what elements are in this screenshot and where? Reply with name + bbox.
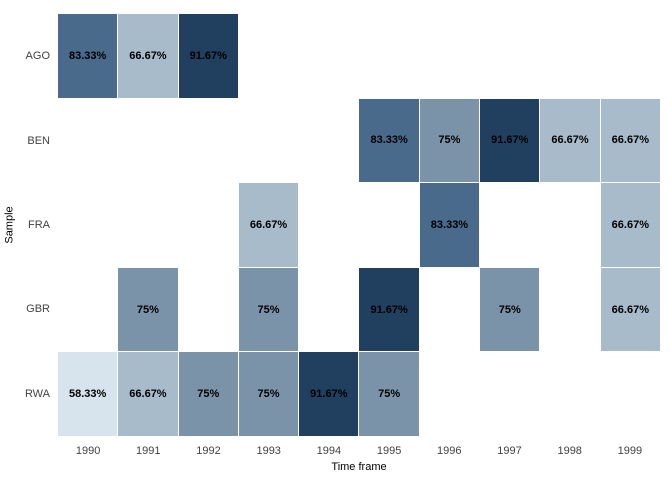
heatmap-empty-cell: [540, 183, 599, 267]
heatmap-cell: 75%: [178, 352, 238, 436]
heatmap-empty-cell: [299, 14, 358, 98]
heatmap-cell: 75%: [419, 98, 480, 183]
heatmap-cell: 66.67%: [540, 98, 600, 183]
y-tick-label: AGO: [25, 50, 50, 63]
x-tick-label: 1992: [196, 445, 221, 457]
x-tick-label: 1991: [136, 445, 161, 457]
heatmap-grid: 83.33% 66.67% 91.67% 83.33% 75% 91.67% 66.67% 6…: [58, 14, 660, 436]
heatmap-cell: 75%: [238, 352, 299, 436]
heatmap-empty-cell: [118, 99, 177, 183]
y-tick-label: RWA: [24, 387, 50, 400]
x-tick-label: 1998: [557, 445, 582, 457]
heatmap-empty-cell: [58, 183, 117, 267]
heatmap-empty-cell: [58, 268, 117, 352]
y-tick-label: BEN: [27, 134, 50, 147]
heatmap-empty-cell: [299, 268, 358, 352]
heatmap-cell: 66.67%: [600, 267, 660, 352]
heatmap-empty-cell: [420, 352, 479, 436]
heatmap-cell: 66.67%: [600, 98, 660, 183]
y-tick-label: FRA: [28, 219, 50, 232]
x-tick-label: 1990: [75, 445, 101, 457]
heatmap-empty-cell: [299, 99, 358, 183]
heatmap-empty-cell: [239, 14, 298, 98]
heatmap-empty-cell: [118, 183, 177, 267]
x-axis-title: Time frame: [331, 461, 387, 473]
y-axis-tick-labels: AGO BEN FRA GBR RWA: [0, 14, 50, 436]
heatmap-empty-cell: [540, 268, 599, 352]
x-tick-label: 1996: [437, 445, 462, 457]
heatmap-cell: 91.67%: [178, 14, 238, 98]
heatmap-empty-cell: [601, 352, 660, 436]
heatmap-empty-cell: [480, 352, 539, 436]
heatmap-cell: 83.33%: [58, 14, 118, 98]
x-axis-tick-labels: 1990 1991 1992 1993 1994 1995 1996 1997 1998 1999: [58, 445, 660, 457]
heatmap-empty-cell: [420, 268, 479, 352]
heatmap-cell: 75%: [359, 352, 419, 436]
heatmap-cell: 66.67%: [238, 183, 299, 267]
heatmap-cell: 91.67%: [299, 352, 359, 436]
heatmap-cell: 66.67%: [600, 183, 660, 267]
heatmap-cell: 75%: [480, 267, 540, 352]
heatmap-empty-cell: [601, 14, 660, 98]
heatmap-empty-cell: [540, 352, 599, 436]
heatmap-cell: 75%: [238, 267, 299, 352]
heatmap-empty-cell: [359, 14, 418, 98]
x-tick-label: 1993: [256, 445, 281, 457]
heatmap-empty-cell: [179, 183, 238, 267]
x-tick-label: 1999: [617, 445, 643, 457]
heatmap-empty-cell: [179, 268, 238, 352]
heatmap-empty-cell: [299, 183, 358, 267]
heatmap-empty-cell: [359, 183, 418, 267]
y-tick-label: GBR: [26, 303, 50, 316]
heatmap-cell: 91.67%: [480, 98, 540, 183]
heatmap-empty-cell: [179, 99, 238, 183]
heatmap-cell: 91.67%: [359, 267, 419, 352]
heatmap-empty-cell: [480, 183, 539, 267]
heatmap-empty-cell: [480, 14, 539, 98]
heatmap-cell: 75%: [118, 267, 178, 352]
heatmap-empty-cell: [420, 14, 479, 98]
x-tick-label: 1995: [376, 445, 402, 457]
x-tick-label: 1997: [497, 445, 522, 457]
heatmap-cell: 83.33%: [419, 183, 480, 267]
heatmap-empty-cell: [239, 99, 298, 183]
heatmap-cell: 66.67%: [118, 352, 178, 436]
heatmap-cell: 58.33%: [58, 352, 118, 436]
heatmap-cell: 83.33%: [359, 98, 419, 183]
x-tick-label: 1994: [316, 445, 342, 457]
heatmap-empty-cell: [540, 14, 599, 98]
heatmap-cell: 66.67%: [118, 14, 178, 98]
heatmap-empty-cell: [58, 99, 117, 183]
